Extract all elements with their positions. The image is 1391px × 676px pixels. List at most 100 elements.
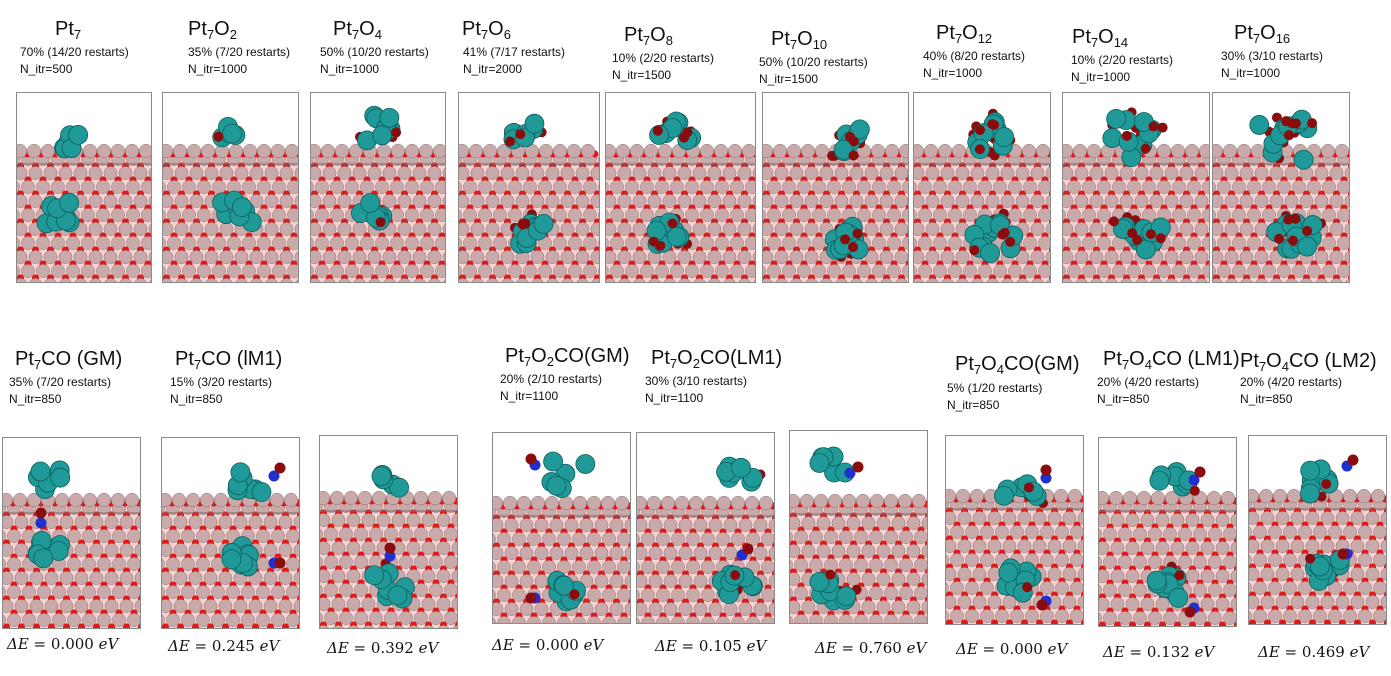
top-5-title-sub2: 8: [665, 33, 673, 48]
bottom-7-title-sub2: 4: [996, 362, 1004, 377]
bottom-7-cluster: [994, 464, 1052, 611]
bottom-2-cluster: [221, 462, 286, 577]
top-2-title-sub2: 2: [229, 27, 237, 42]
bottom-8-title-sub1: 7: [1121, 357, 1130, 372]
bottom-5-energy-prefix: ΔE =: [655, 637, 699, 655]
bottom-9-energy-prefix: ΔE =: [1258, 643, 1302, 661]
bottom-7-energy-prefix: ΔE =: [956, 640, 1000, 658]
bottom-7-support: [946, 488, 1083, 624]
top-2-structure: [162, 92, 299, 283]
top-3-meta: 50% (10/20 restarts) N_itr=1000: [320, 44, 429, 78]
top-1-cluster: [36, 125, 89, 234]
top-1-restart-stat: 70% (14/20 restarts): [20, 45, 129, 59]
bottom-9-energy-value: 0.469: [1301, 643, 1345, 661]
bottom-8-energy: ΔE = 0.132 eV: [1103, 643, 1214, 661]
bottom-4-restart-stat: 20% (2/10 restarts): [500, 372, 603, 386]
top-2-title-o: O: [214, 18, 230, 40]
bottom-1-energy-unit: eV: [93, 635, 119, 653]
bottom-8-cluster: [1146, 462, 1206, 618]
top-4-structure: [458, 92, 600, 283]
bottom-5-title-base: Pt: [651, 347, 670, 369]
top-8-title: Pt7O14: [1072, 26, 1129, 50]
top-9-structure: [1212, 92, 1350, 283]
bottom-4-title-sub1: 7: [523, 354, 532, 369]
top-3-title-sub2: 4: [374, 27, 382, 42]
top-9-cluster: [1249, 109, 1326, 259]
bottom-7-restart-stat: 5% (1/20 restarts): [947, 381, 1043, 395]
bottom-9-energy-unit: eV: [1344, 643, 1370, 661]
top-4-title-o: O: [488, 18, 504, 40]
top-6-iterations: N_itr=1500: [759, 72, 819, 86]
top-8-support: [1063, 143, 1209, 282]
bottom-4-title-sub2: 2: [546, 354, 554, 369]
bottom-1-support: [3, 492, 140, 628]
top-1-structure-svg: [17, 125, 151, 282]
top-2-title: Pt7O2: [188, 18, 237, 42]
top-3-restart-stat: 50% (10/20 restarts): [320, 45, 429, 59]
bottom-4-meta: 20% (2/10 restarts) N_itr=1100: [500, 371, 602, 405]
bottom-8-restart-stat: 20% (4/20 restarts): [1097, 375, 1200, 389]
top-9-iterations: N_itr=1000: [1221, 66, 1281, 80]
bottom-1-structure: [2, 437, 141, 629]
bottom-3-structure: [319, 435, 458, 629]
bottom-5-energy-value: 0.105: [698, 637, 742, 655]
bottom-5-structure: [636, 432, 775, 624]
bottom-9-title-sub2: 4: [1281, 359, 1289, 374]
top-1-title-base: Pt: [55, 18, 74, 40]
bottom-9-iterations: N_itr=850: [1240, 392, 1293, 406]
bottom-1-structure-svg: [3, 460, 140, 628]
bottom-1-energy-prefix: ΔE =: [7, 635, 51, 653]
bottom-2-title-base: Pt: [175, 348, 194, 370]
bottom-2-energy-prefix: ΔE =: [168, 637, 212, 655]
bottom-9-structure-svg: [1249, 454, 1386, 624]
top-6-structure: [762, 92, 909, 283]
top-6-meta: 50% (10/20 restarts) N_itr=1500: [759, 54, 868, 88]
bottom-6-energy: ΔE = 0.760 eV: [815, 639, 926, 657]
top-8-title-sub2: 14: [1113, 35, 1129, 50]
bottom-1-cluster: [27, 460, 71, 569]
top-2-restart-stat: 35% (7/20 restarts): [188, 45, 291, 59]
top-6-title: Pt7O10: [771, 28, 827, 52]
top-3-structure-svg: [311, 105, 445, 282]
bottom-5-title-suffix: CO(LM1): [699, 347, 783, 369]
bottom-9-support: [1249, 488, 1386, 624]
top-6-support: [763, 143, 908, 282]
top-6-title-o: O: [797, 28, 813, 50]
bottom-8-title: Pt7O4CO (LM1): [1103, 348, 1240, 372]
top-2-title-sub1: 7: [206, 27, 215, 42]
top-5-cluster: [646, 111, 702, 254]
bottom-1-iterations: N_itr=850: [9, 392, 62, 406]
bottom-8-title-o: O: [1129, 348, 1145, 370]
bottom-6-energy-unit: eV: [901, 639, 927, 657]
top-8-structure-svg: [1063, 107, 1209, 282]
bottom-7-title-suffix: CO(GM): [1003, 353, 1080, 375]
top-7-title-base: Pt: [936, 22, 955, 44]
top-1-iterations: N_itr=500: [20, 62, 73, 76]
top-5-structure: [605, 92, 756, 283]
bottom-1-title-sub1: 7: [33, 357, 42, 372]
top-8-title-base: Pt: [1072, 26, 1091, 48]
bottom-2-structure: [161, 437, 300, 629]
bottom-8-title-suffix: CO (LM1): [1151, 348, 1240, 370]
bottom-6-support: [790, 493, 927, 623]
bottom-7-iterations: N_itr=850: [947, 398, 1000, 412]
top-8-restart-stat: 10% (2/20 restarts): [1071, 53, 1174, 67]
bottom-2-restart-stat: 15% (3/20 restarts): [170, 375, 273, 389]
bottom-4-structure: [492, 432, 631, 624]
bottom-2-energy: ΔE = 0.245 eV: [168, 637, 279, 655]
bottom-4-title: Pt7O2CO(GM): [505, 345, 629, 369]
bottom-6-structure-svg: [790, 446, 927, 623]
top-4-restart-stat: 41% (7/17 restarts): [463, 45, 566, 59]
top-1-meta: 70% (14/20 restarts) N_itr=500: [20, 44, 129, 78]
top-7-title-sub2: 12: [977, 31, 993, 46]
bottom-1-title-base: Pt: [15, 348, 34, 370]
top-9-meta: 30% (3/10 restarts) N_itr=1000: [1221, 48, 1323, 82]
bottom-8-energy-prefix: ΔE =: [1103, 643, 1147, 661]
bottom-2-meta: 15% (3/20 restarts) N_itr=850: [170, 374, 272, 408]
bottom-4-title-base: Pt: [505, 345, 524, 367]
top-7-title: Pt7O12: [936, 22, 993, 46]
bottom-2-title: Pt7CO (lM1): [175, 348, 282, 371]
top-9-title-o: O: [1260, 22, 1276, 44]
top-6-title-sub1: 7: [789, 37, 798, 52]
top-9-structure-svg: [1213, 109, 1349, 282]
